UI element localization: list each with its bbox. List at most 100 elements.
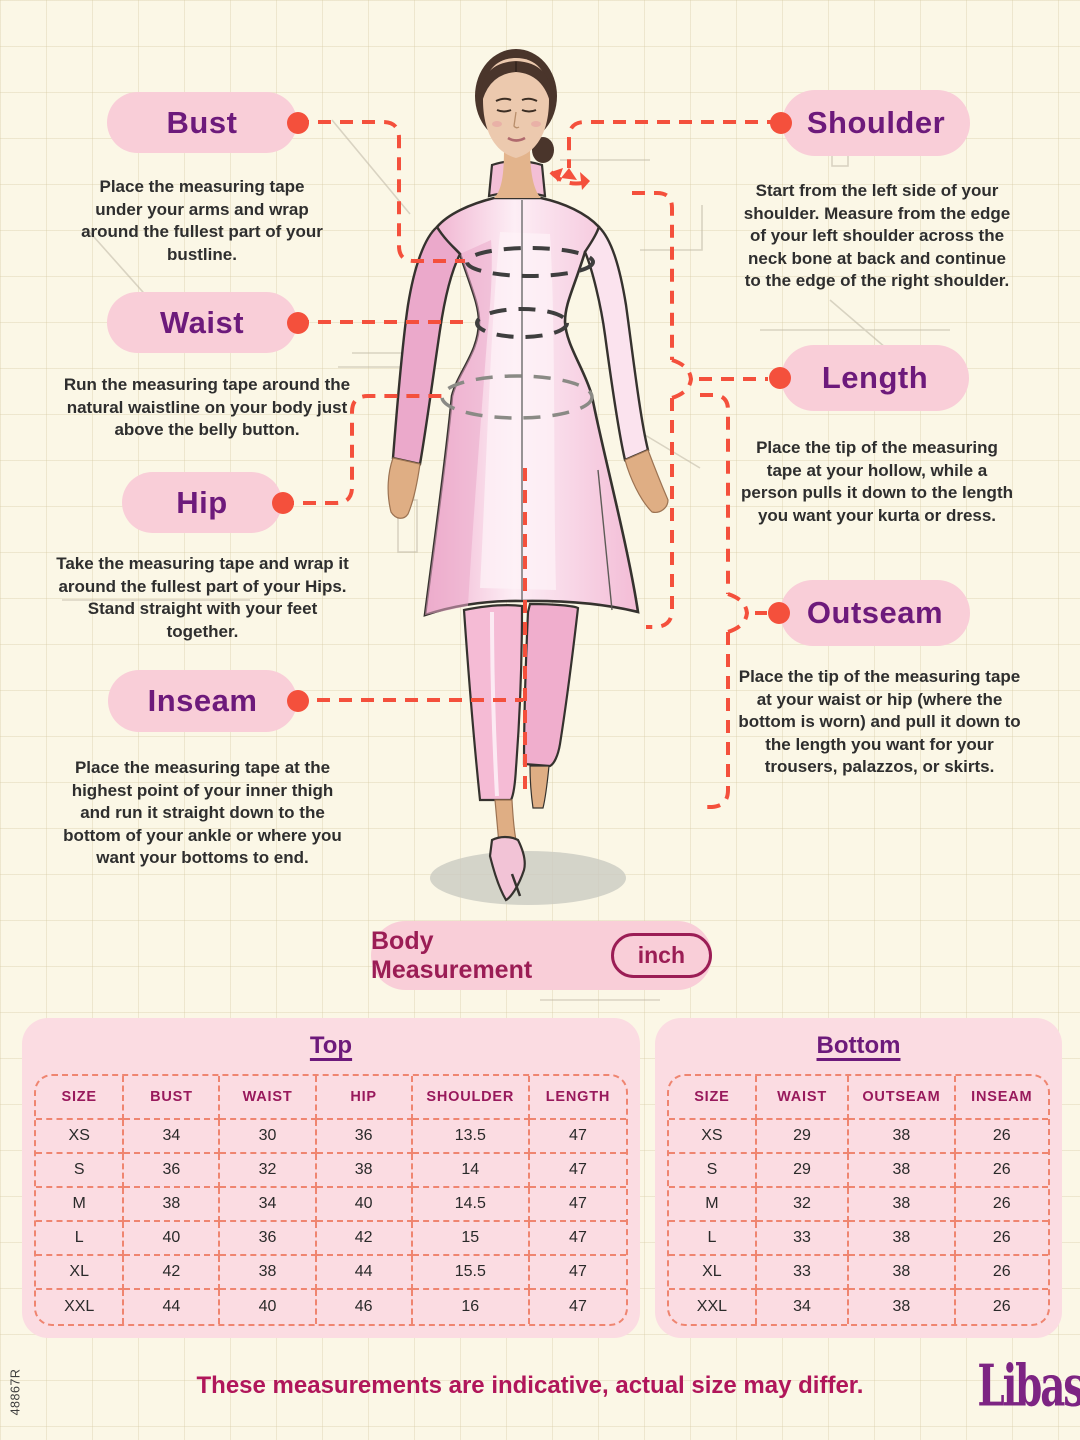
footer-disclaimer: These measurements are indicative, actua… xyxy=(196,1372,864,1399)
column-header: OUTSEAM xyxy=(849,1076,956,1120)
table-cell: 42 xyxy=(124,1256,221,1290)
callout-pill-shoulder: Shoulder xyxy=(770,90,970,156)
column-header: INSEAM xyxy=(955,1076,1048,1120)
callout-title-length: Length xyxy=(821,360,929,395)
column-header: HIP xyxy=(316,1076,413,1120)
table-cell: 47 xyxy=(529,1256,626,1290)
table-cell: XL xyxy=(36,1256,125,1290)
table-cell: XXL xyxy=(36,1290,125,1324)
callout-pill-length: Length xyxy=(769,345,969,411)
table-cell: 13.5 xyxy=(412,1120,530,1154)
table-cell: 38 xyxy=(849,1120,956,1154)
table-cell: 47 xyxy=(529,1120,626,1154)
table-cell: 46 xyxy=(317,1290,413,1324)
head xyxy=(475,49,557,198)
table-cell: 38 xyxy=(220,1256,317,1290)
table-cell: 38 xyxy=(849,1188,956,1222)
table-cell: 26 xyxy=(955,1256,1048,1290)
table-cell: 36 xyxy=(316,1120,413,1154)
body-measurement-bar: Body Measurement inch xyxy=(371,921,712,990)
callout-title-waist: Waist xyxy=(159,304,245,340)
size-table-top: SIZE BUST WAIST HIP SHOULDER LENGTH XS 34 30 36 13… xyxy=(34,1074,628,1326)
table-title-bottom: Bottom xyxy=(816,1032,901,1059)
table-cell: 36 xyxy=(220,1222,317,1256)
table-cell: 44 xyxy=(316,1256,413,1290)
table-cell: 40 xyxy=(220,1290,317,1324)
side-code: 48867R xyxy=(8,1368,23,1416)
table-cell: 38 xyxy=(849,1256,956,1290)
connector-dot-outseam xyxy=(768,602,790,624)
connector-shoulder xyxy=(567,120,780,168)
callout-desc-inseam: Place the measuring tape at the highest … xyxy=(63,758,342,868)
column-header: LENGTH xyxy=(529,1076,626,1120)
table-cell: 26 xyxy=(955,1188,1048,1222)
table-cell: 29 xyxy=(756,1154,850,1188)
connector-length-brace xyxy=(671,358,694,400)
connector-dot-bust xyxy=(287,111,309,134)
callout-title-bust: Bust xyxy=(166,104,238,140)
table-cell: 26 xyxy=(992,1298,1011,1315)
table-cell: 15 xyxy=(412,1222,530,1256)
table-cell: 38 xyxy=(849,1222,956,1256)
column-header: WAIST xyxy=(756,1076,850,1120)
sleeves xyxy=(391,224,650,466)
table-cell: L xyxy=(36,1222,125,1256)
column-header: BUST xyxy=(124,1076,221,1120)
bust-ellipse xyxy=(465,246,595,278)
connector-dot-hip xyxy=(272,491,294,514)
waist-ellipse xyxy=(475,307,569,339)
callout-desc-outseam: Place the tip of the measuring tape at y… xyxy=(738,667,1021,777)
column-header: SHOULDER xyxy=(412,1076,530,1120)
table-cell: 14.5 xyxy=(412,1188,530,1222)
table-cell: S xyxy=(36,1154,125,1188)
callout-pill-bust: Bust xyxy=(107,92,309,153)
table-cell: 32 xyxy=(220,1154,317,1188)
table-cell: 34 xyxy=(124,1120,221,1154)
table-title-top: Top xyxy=(309,1032,353,1059)
column-header: WAIST xyxy=(220,1076,317,1120)
hands xyxy=(387,449,669,519)
unit-toggle-inch: inch xyxy=(610,933,712,978)
table-cell: 26 xyxy=(955,1154,1048,1188)
callout-title-shoulder: Shoulder xyxy=(806,105,946,140)
connector-dot-length xyxy=(769,367,791,389)
callout-title-inseam: Inseam xyxy=(147,683,258,718)
size-card-bottom: Bottom SIZE WAIST OUTSEAM INSEAM XS 29 38 26 S 29… xyxy=(655,1018,1062,1338)
callout-desc-bust: Place the measuring tape under your arms… xyxy=(81,177,323,264)
size-card-top: Top SIZE BUST WAIST HIP SHOULDER LENGTH XS 34 30… xyxy=(22,1018,640,1338)
table-cell: 36 xyxy=(124,1154,221,1188)
table-cell: 33 xyxy=(756,1256,850,1290)
column-header: SIZE xyxy=(669,1076,757,1120)
column-header: SIZE xyxy=(36,1076,125,1120)
callout-desc-length: Place the tip of the measuring tape at y… xyxy=(741,438,1013,525)
table-cell: 38 xyxy=(316,1154,413,1188)
size-table-bottom: SIZE WAIST OUTSEAM INSEAM XS 29 38 26 S 29 38 26 M 32… xyxy=(667,1074,1050,1326)
callout-title-outseam: Outseam xyxy=(806,595,944,630)
connector-dot-waist xyxy=(287,311,309,334)
table-cell: 34 xyxy=(757,1290,850,1324)
connector-bust xyxy=(296,120,465,263)
callout-pill-hip: Hip xyxy=(122,472,294,533)
connector-outseam xyxy=(700,393,730,594)
connector-outseam-brace xyxy=(727,592,750,634)
table-cell: 47 xyxy=(529,1222,626,1256)
table-cell: 34 xyxy=(220,1188,317,1222)
callout-desc-hip: Take the measuring tape and wrap it arou… xyxy=(56,554,349,641)
callout-desc-waist: Run the measuring tape around the natura… xyxy=(63,375,351,440)
table-cell: M xyxy=(36,1188,125,1222)
table-cell: 15.5 xyxy=(412,1256,530,1290)
hip-ellipse xyxy=(440,374,594,420)
table-cell: 38 xyxy=(849,1290,956,1324)
trousers xyxy=(462,602,580,902)
table-cell: 38 xyxy=(849,1154,956,1188)
body-measurement-label: Body Measurement xyxy=(371,926,533,984)
table-cell: 47 xyxy=(529,1154,626,1188)
callout-pill-outseam: Outseam xyxy=(768,580,970,646)
table-cell: XS xyxy=(669,1120,757,1154)
table-cell: 16 xyxy=(413,1290,530,1324)
table-cell: XL xyxy=(669,1256,757,1290)
ground-shadow xyxy=(430,851,626,905)
connector-arrowheads xyxy=(551,168,590,190)
